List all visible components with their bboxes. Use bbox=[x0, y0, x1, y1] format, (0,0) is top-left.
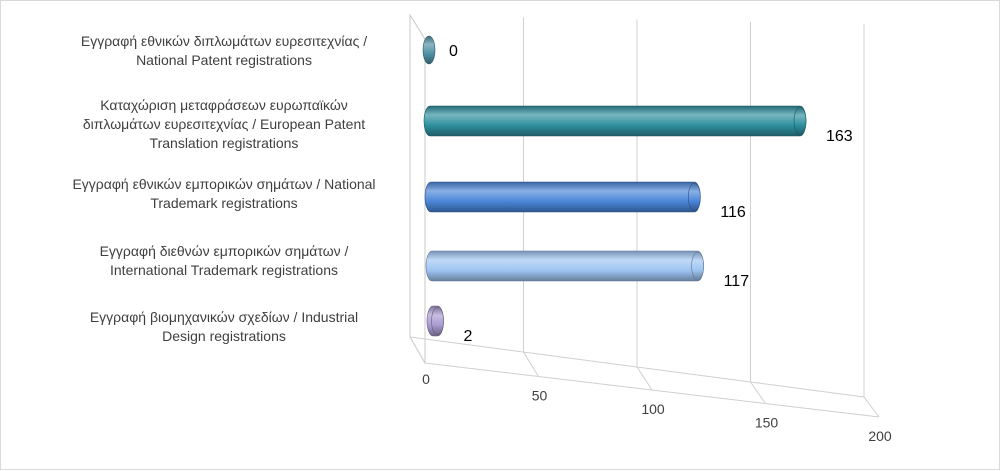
bar-cap bbox=[431, 306, 444, 336]
bar bbox=[426, 305, 444, 337]
gridline-floor bbox=[863, 396, 880, 418]
bar bbox=[424, 181, 701, 213]
floor-back-edge bbox=[409, 336, 865, 398]
x-tick-label: 100 bbox=[641, 401, 665, 417]
grid-layer bbox=[409, 13, 880, 418]
bar bbox=[422, 35, 436, 65]
value-label-layer: 0 163 116 117 2 bbox=[449, 43, 853, 345]
category-label: Καταχώριση μεταφράσεων ευρωπαϊκών διπλωμ… bbox=[82, 97, 366, 151]
bar-body bbox=[424, 181, 701, 213]
tick-layer: 0 50 100 150 200 bbox=[422, 371, 892, 444]
x-tick-label: 50 bbox=[532, 388, 548, 404]
bar-cap bbox=[422, 35, 436, 65]
gridline-floor bbox=[409, 336, 426, 364]
data-label: 117 bbox=[724, 273, 750, 290]
data-label: 163 bbox=[826, 128, 853, 145]
bar-body bbox=[425, 250, 704, 282]
data-label: 0 bbox=[449, 43, 458, 60]
x-tick-label: 0 bbox=[422, 371, 430, 387]
category-label: Εγγραφή εθνικών εμπορικών σημάτων / Nati… bbox=[72, 176, 376, 211]
data-label: 116 bbox=[720, 204, 746, 221]
bar bbox=[425, 250, 704, 282]
gridline-floor bbox=[636, 366, 653, 391]
bar bbox=[423, 105, 807, 137]
category-label: Εγγραφή διεθνών εμπορικών σημάτων / Inte… bbox=[99, 243, 349, 278]
category-label: Εγγραφή εθνικών διπλωμάτων ευρεσιτεχνίας… bbox=[80, 33, 368, 68]
bar-layer bbox=[422, 35, 807, 337]
data-label: 2 bbox=[464, 328, 473, 345]
bar-body bbox=[423, 105, 807, 137]
x-tick-label: 150 bbox=[755, 415, 779, 431]
gridline-floor bbox=[523, 351, 539, 377]
gridline-floor bbox=[750, 381, 766, 404]
x-tick-label: 200 bbox=[868, 428, 892, 444]
bar-cap bbox=[691, 251, 704, 281]
category-label: Εγγραφή βιομηχανικών σχεδίων / Industria… bbox=[89, 309, 359, 344]
floor-front-edge bbox=[424, 362, 880, 418]
bar-cap bbox=[793, 106, 807, 136]
bar-cap bbox=[688, 182, 701, 212]
